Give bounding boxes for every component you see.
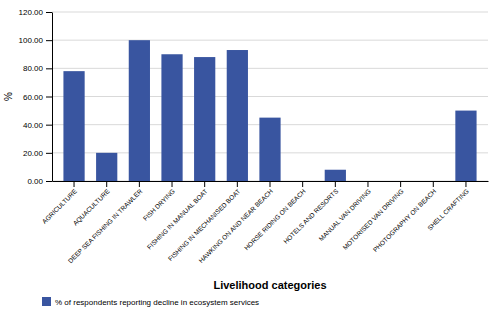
chart: 0.00 20.00 40.00 60.00 80.00 100.00 120.00 AGRI… (0, 0, 500, 319)
bars (63, 40, 476, 181)
tick: SHELL CRAFTING (426, 181, 470, 232)
bar (325, 170, 346, 181)
legend-label: % of respondents reporting decline in ec… (55, 298, 259, 307)
tick-mark (106, 181, 107, 187)
tick-label: 0.00 (27, 177, 43, 186)
tick-mark (302, 181, 303, 187)
tick-label: HOTELS AND RESORTS (282, 187, 340, 245)
grid (52, 12, 488, 181)
tick: 100.00 (19, 36, 52, 45)
bar (455, 111, 476, 181)
tick: 40.00 (23, 121, 52, 130)
tick-mark (172, 181, 173, 187)
x-axis-title: Livelihood categories (213, 279, 326, 291)
bar (96, 153, 117, 181)
chart-container: 0.00 20.00 40.00 60.00 80.00 100.00 120.00 AGRI… (0, 0, 500, 319)
grid-line (52, 68, 488, 69)
tick-mark (335, 181, 336, 187)
tick: HAWKING ON AND NEAR BEACH (197, 181, 274, 264)
tick-label: FISHING IN MECHANISED BOAT (167, 187, 242, 262)
bar (129, 40, 150, 181)
tick-mark (46, 153, 52, 154)
tick-mark (204, 181, 205, 187)
tick-mark (46, 40, 52, 41)
tick: 60.00 (23, 93, 52, 102)
tick-mark (46, 125, 52, 126)
tick-label: SHELL CRAFTING (426, 187, 470, 231)
tick-label: 100.00 (19, 36, 44, 45)
tick-label: HORSE RIDING ON BEACH (243, 187, 307, 251)
tick: 120.00 (19, 8, 52, 17)
y-axis-title: % (3, 92, 14, 101)
tick-mark (270, 181, 271, 187)
bar (63, 71, 84, 181)
grid-line (52, 96, 488, 97)
tick-label: MANUAL VAN DRIVING (317, 187, 372, 242)
tick-label: 60.00 (23, 93, 44, 102)
tick-mark (237, 181, 238, 187)
tick-label: 80.00 (23, 64, 44, 73)
grid-line (52, 12, 488, 13)
tick-mark (74, 181, 75, 187)
tick-label: DEEP SEA FISHING IN TRAWLER (67, 187, 144, 264)
tick: PHOTOGRAPHY ON BEACH (372, 181, 438, 253)
tick: FISHING IN MECHANISED BOAT (167, 181, 242, 262)
legend: % of respondents reporting decline in ec… (42, 297, 259, 307)
tick-mark (400, 181, 401, 187)
bar (227, 50, 248, 181)
grid-line (52, 40, 488, 41)
tick-label: MOTORISED VAN DRIVING (341, 187, 405, 251)
tick: 20.00 (23, 149, 52, 158)
tick-label: FISH DRYING (142, 187, 176, 221)
bar (292, 181, 313, 182)
tick-mark (46, 181, 52, 182)
bar (390, 181, 411, 182)
tick: AGRICULTURE (41, 181, 79, 225)
tick: 80.00 (23, 64, 52, 73)
bar (161, 54, 182, 181)
tick: HORSE RIDING ON BEACH (243, 181, 307, 251)
tick-mark (46, 97, 52, 98)
tick: MOTORISED VAN DRIVING (341, 181, 405, 251)
bar (194, 57, 215, 181)
tick-label: 120.00 (19, 8, 44, 17)
bar (423, 181, 444, 182)
tick-mark (367, 181, 368, 187)
tick: HOTELS AND RESORTS (282, 181, 340, 245)
axis-line (52, 13, 53, 182)
tick-label: PHOTOGRAPHY ON BEACH (372, 187, 438, 253)
bar (259, 118, 280, 181)
tick-label: FISHING IN MANUAL BOAT (146, 187, 209, 250)
tick: FISHING IN MANUAL BOAT (146, 181, 209, 251)
tick-mark (465, 181, 466, 187)
x-axis: AGRICULTUREAQUACULTUREDEEP SEA FISHING I… (41, 181, 489, 264)
tick-mark (433, 181, 434, 187)
tick: DEEP SEA FISHING IN TRAWLER (67, 181, 144, 264)
tick-mark (46, 12, 52, 13)
legend-swatch (42, 297, 51, 306)
tick-label: 40.00 (23, 121, 44, 130)
tick-mark (46, 68, 52, 69)
bar (357, 181, 378, 182)
tick: FISH DRYING (142, 181, 176, 222)
y-axis: 0.00 20.00 40.00 60.00 80.00 100.00 120.00 (19, 8, 53, 186)
tick-label: 20.00 (23, 149, 44, 158)
tick: 0.00 (27, 177, 52, 186)
tick-mark (139, 181, 140, 187)
